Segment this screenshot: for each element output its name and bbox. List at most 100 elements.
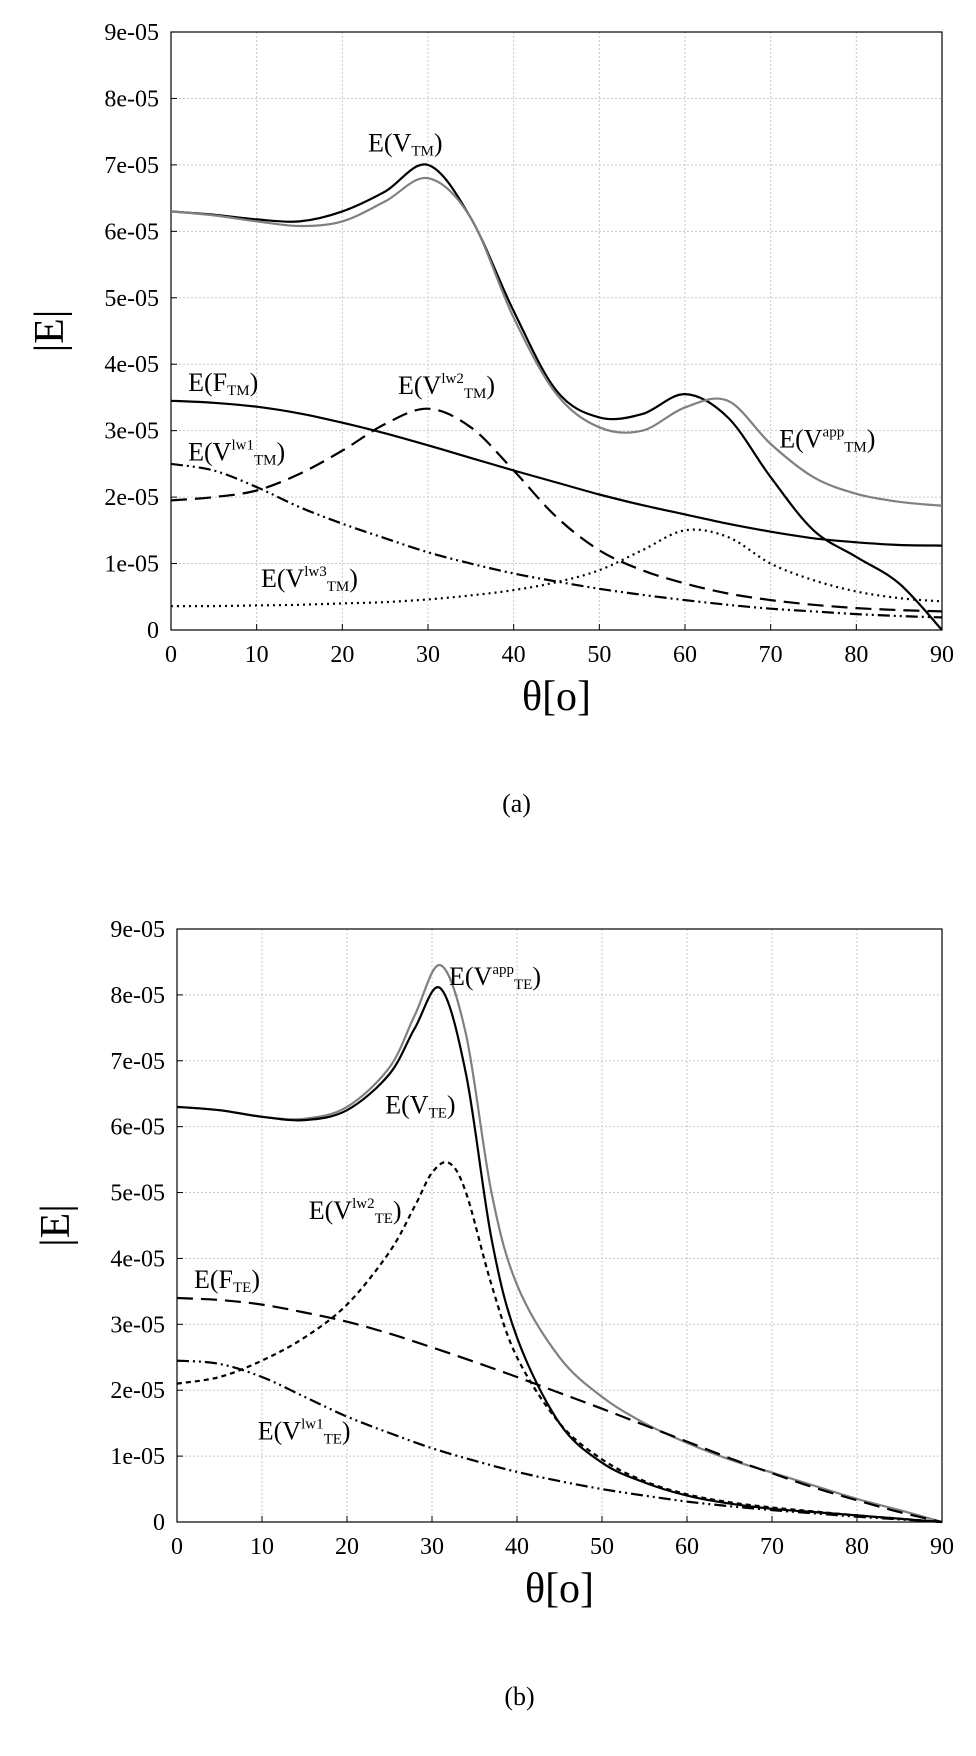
series-line-2 (177, 1160, 942, 1524)
panel-b: 0 10 20 30 40 50 60 70 80 90 0 1e-05 2e-05 3e-05 4e-05… (33, 917, 954, 1711)
y-tick-label: 9e-05 (104, 20, 159, 46)
annotation-base: E(V (309, 1196, 353, 1225)
annotation-base: E(V (779, 424, 823, 453)
x-tick-label: 90 (930, 642, 954, 668)
x-tick-label: 70 (760, 1534, 784, 1560)
series-line-1 (171, 176, 942, 507)
y-tick-label: 2e-05 (104, 485, 159, 511)
annotation-base: E(V (188, 438, 232, 467)
annotation-end: ) (447, 1090, 456, 1119)
series-annotation-vlw1: E(Vlw1TE) (258, 1417, 351, 1448)
x-axis-label: θ[o] (522, 674, 591, 720)
y-tick-label: 6e-05 (104, 219, 159, 245)
annotation-superscript: lw2 (441, 371, 464, 387)
annotation-superscript: app (492, 962, 514, 978)
y-tick-label: 1e-05 (110, 1444, 165, 1470)
series-annotation-vte: E(VTE) (385, 1090, 455, 1121)
x-tick-label: 20 (335, 1534, 359, 1560)
annotation-subscript: TE (514, 977, 532, 993)
series-line-3 (171, 407, 942, 613)
x-tick-label: 10 (250, 1534, 274, 1560)
x-tick-label: 30 (420, 1534, 444, 1560)
x-tick-label: 20 (330, 642, 354, 668)
annotation-subscript: TM (844, 439, 867, 455)
annotation-superscript: lw1 (301, 1417, 324, 1433)
annotation-base: E(V (385, 1090, 429, 1119)
y-tick-label: 1e-05 (104, 552, 159, 578)
y-tick-label: 0 (153, 1510, 165, 1536)
y-tick-label: 3e-05 (104, 419, 159, 445)
annotation-base: E(V (398, 371, 442, 400)
y-tick-label: 0 (147, 618, 159, 644)
y-tick-label: 8e-05 (104, 86, 159, 112)
x-tick-label: 0 (171, 1534, 183, 1560)
annotation-superscript: lw1 (231, 438, 254, 454)
plot-frame (170, 31, 943, 631)
series-annotation-fte: E(FTE) (194, 1265, 260, 1296)
annotation-end: ) (867, 424, 876, 453)
y-tick-label: 7e-05 (104, 153, 159, 179)
panel-caption: (b) (504, 1682, 534, 1711)
annotation-subscript: TM (327, 579, 350, 595)
plot-frame (176, 928, 943, 1523)
series-annotation-ftm: E(FTM) (188, 368, 258, 399)
annotation-subscript: TM (464, 386, 487, 402)
y-axis-label: |E| (33, 1204, 79, 1246)
x-tick-label: 10 (245, 642, 269, 668)
annotation-base: E(V (449, 962, 493, 991)
annotation-end: ) (276, 438, 285, 467)
y-tick-label: 7e-05 (110, 1049, 165, 1075)
annotation-subscript: TE (375, 1211, 393, 1227)
annotation-base: E(V (258, 1417, 302, 1446)
panel-caption: (a) (502, 789, 531, 818)
annotation-superscript: app (823, 424, 845, 440)
y-tick-label: 3e-05 (110, 1312, 165, 1338)
x-tick-label: 40 (502, 642, 526, 668)
x-tick-label: 50 (590, 1534, 614, 1560)
annotation-superscript: lw3 (304, 564, 327, 580)
annotation-superscript: lw2 (352, 1196, 375, 1212)
annotation-base: E(F (188, 368, 227, 397)
annotation-base: E(V (261, 564, 305, 593)
annotation-subscript: TE (429, 1105, 447, 1121)
y-tick-label: 5e-05 (104, 286, 159, 312)
annotation-end: ) (486, 371, 495, 400)
annotation-end: ) (349, 564, 358, 593)
annotation-end: ) (532, 962, 541, 991)
series-line-0 (177, 964, 942, 1524)
x-tick-label: 70 (759, 642, 783, 668)
x-tick-label: 30 (416, 642, 440, 668)
series-line-2 (171, 399, 942, 547)
y-tick-label: 8e-05 (110, 983, 165, 1009)
series-line-0 (171, 163, 942, 631)
series-annotation-vapp: E(VappTM) (779, 424, 875, 455)
x-tick-label: 50 (587, 642, 611, 668)
series-annotation-vlw2: E(Vlw2TM) (398, 371, 495, 402)
annotation-subscript: TM (254, 453, 277, 469)
annotation-subscript: TM (227, 383, 250, 399)
series-annotation-vlw3: E(Vlw3TM) (261, 564, 358, 595)
series-annotation-vapp: E(VappTE) (449, 962, 541, 993)
series-line-3 (177, 1296, 942, 1524)
annotation-end: ) (250, 368, 259, 397)
series-annotation-vtm: E(VTM) (368, 129, 443, 160)
annotation-end: ) (251, 1265, 260, 1294)
x-tick-label: 60 (673, 642, 697, 668)
annotation-base: E(F (194, 1265, 233, 1294)
x-tick-label: 60 (675, 1534, 699, 1560)
series-annotation-vlw1: E(Vlw1TM) (188, 438, 285, 469)
x-tick-label: 80 (844, 642, 868, 668)
y-tick-label: 6e-05 (110, 1115, 165, 1141)
panel-a: 0 10 20 30 40 50 60 70 80 90 0 1e-05 2e-05 3e-05 4e-05… (27, 20, 954, 818)
x-tick-label: 90 (930, 1534, 954, 1560)
x-tick-label: 80 (845, 1534, 869, 1560)
y-tick-label: 5e-05 (110, 1181, 165, 1207)
y-tick-label: 4e-05 (110, 1246, 165, 1272)
annotation-end: ) (434, 129, 443, 158)
annotation-subscript: TM (411, 144, 434, 160)
series-line-4 (177, 1359, 942, 1524)
y-tick-label: 4e-05 (104, 352, 159, 378)
x-tick-label: 40 (505, 1534, 529, 1560)
x-axis-label: θ[o] (525, 1566, 594, 1612)
